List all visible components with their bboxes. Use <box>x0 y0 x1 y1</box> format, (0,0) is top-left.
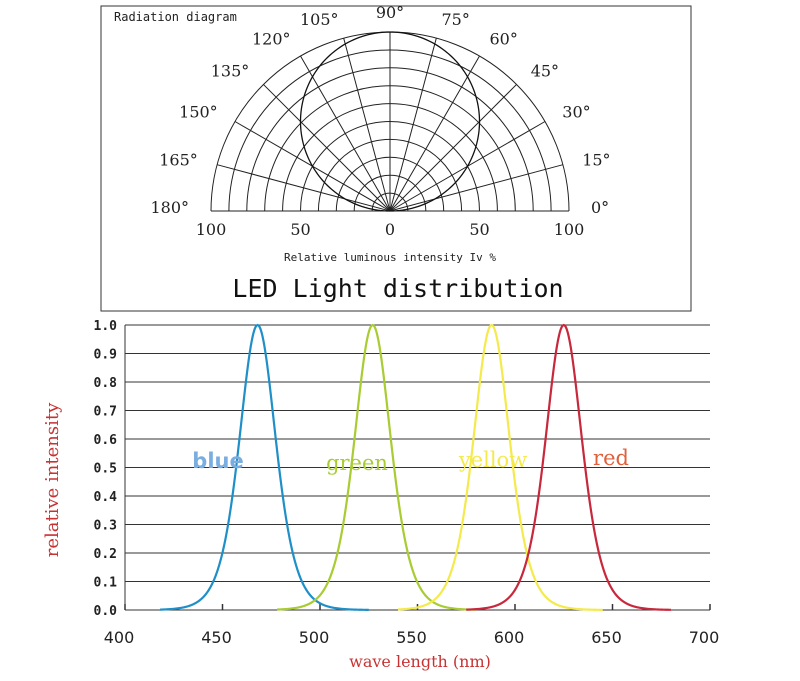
polar-angle-tick-label: 180° <box>150 198 189 217</box>
polar-frame <box>100 5 692 312</box>
spectrum-x-ticks: 400 450 500 550 600 650 700 <box>104 628 720 647</box>
polar-angle-tick-label: 45° <box>531 61 559 80</box>
polar-angle-tick-label: 30° <box>562 103 590 122</box>
x-tick-label: 400 <box>104 628 135 647</box>
polar-radial-labels: 100 50 0 50 100 <box>196 220 585 239</box>
polar-grid <box>210 31 570 212</box>
polar-angle-tick-label: 75° <box>442 10 470 29</box>
x-tick-label: 700 <box>689 628 720 647</box>
spectrum-y-ticks: 0.0 0.1 0.2 0.3 0.4 0.5 0.6 0.7 0.8 0.9 1.0 <box>94 319 118 619</box>
y-tick-label: 0.7 <box>94 405 117 420</box>
polar-radial-tick-label: 100 <box>554 220 585 239</box>
polar-grid-spoke <box>389 164 564 212</box>
polar-angle-tick-label: 120° <box>252 30 291 49</box>
series-line-yellow <box>397 323 603 611</box>
chart-title: LED Light distribution <box>232 274 563 303</box>
panel-label: Radiation diagram <box>114 10 237 24</box>
polar-grid-spoke <box>389 37 437 212</box>
y-tick-label: 0.9 <box>94 348 117 363</box>
y-axis-title: relative intensity <box>42 402 63 557</box>
spectrum-chart: 0.0 0.1 0.2 0.3 0.4 0.5 0.6 0.7 0.8 0.9 1.0 400 450… <box>42 319 720 671</box>
polar-grid-spoke <box>389 84 517 212</box>
series-line-blue <box>160 323 369 611</box>
polar-angle-tick-label: 60° <box>490 30 518 49</box>
polar-angle-tick-label: 0° <box>591 198 609 217</box>
y-tick-label: 0.2 <box>94 547 117 562</box>
x-tick-label: 500 <box>299 628 330 647</box>
y-tick-label: 0.0 <box>94 604 118 619</box>
polar-chart: Radiation diagram 0° 15° 30° 45° 60° 75° 90° 10… <box>100 3 692 312</box>
polar-grid-spoke <box>343 37 391 212</box>
series-line-red <box>466 323 672 611</box>
polar-axis-label: Relative luminous intensity Iv % <box>284 251 496 264</box>
polar-angle-tick-label: 150° <box>179 103 218 122</box>
polar-intensity-curve <box>299 31 481 212</box>
y-tick-label: 1.0 <box>94 319 118 334</box>
y-tick-label: 0.1 <box>94 576 118 591</box>
y-tick-label: 0.8 <box>94 376 118 391</box>
polar-angle-tick-label: 165° <box>159 151 198 170</box>
polar-angle-tick-label: 15° <box>582 151 610 170</box>
y-tick-label: 0.4 <box>94 490 118 505</box>
polar-angle-tick-label: 90° <box>376 3 404 22</box>
x-tick-label: 600 <box>494 628 525 647</box>
series-label-yellow: yellow <box>458 448 527 472</box>
polar-radial-tick-label: 50 <box>290 220 310 239</box>
x-tick-label: 450 <box>201 628 232 647</box>
spectrum-series-labels: blue green yellow red <box>192 446 629 475</box>
polar-angle-tick-label: 105° <box>300 10 339 29</box>
polar-radial-tick-label: 100 <box>196 220 227 239</box>
polar-grid-spoke <box>300 55 391 212</box>
spectrum-panel: 0.0 0.1 0.2 0.3 0.4 0.5 0.6 0.7 0.8 0.9 1.0 400 450… <box>0 315 800 681</box>
series-label-blue: blue <box>192 449 243 473</box>
series-label-red: red <box>593 446 629 470</box>
x-tick-label: 650 <box>591 628 622 647</box>
y-tick-label: 0.3 <box>94 519 117 534</box>
y-tick-label: 0.6 <box>94 433 118 448</box>
polar-radial-tick-label: 50 <box>469 220 489 239</box>
x-axis-title: wave length (nm) <box>349 652 491 671</box>
spectrum-series-group <box>160 323 672 611</box>
polar-curve-group <box>299 31 481 212</box>
y-tick-label: 0.5 <box>94 462 117 477</box>
polar-radial-tick-label: 0 <box>385 220 395 239</box>
polar-grid-spoke <box>263 84 391 212</box>
polar-angle-labels: 0° 15° 30° 45° 60° 75° 90° 105° 120°135° 150° 165°… <box>150 3 610 217</box>
polar-grid-spoke <box>389 55 480 212</box>
polar-grid-spoke <box>216 164 391 212</box>
series-label-green: green <box>326 451 388 475</box>
polar-angle-tick-label: 135° <box>211 61 250 80</box>
radiation-diagram-panel: Radiation diagram 0° 15° 30° 45° 60° 75° 90° 10… <box>0 0 800 315</box>
x-tick-label: 550 <box>396 628 427 647</box>
series-line-green <box>277 323 477 611</box>
